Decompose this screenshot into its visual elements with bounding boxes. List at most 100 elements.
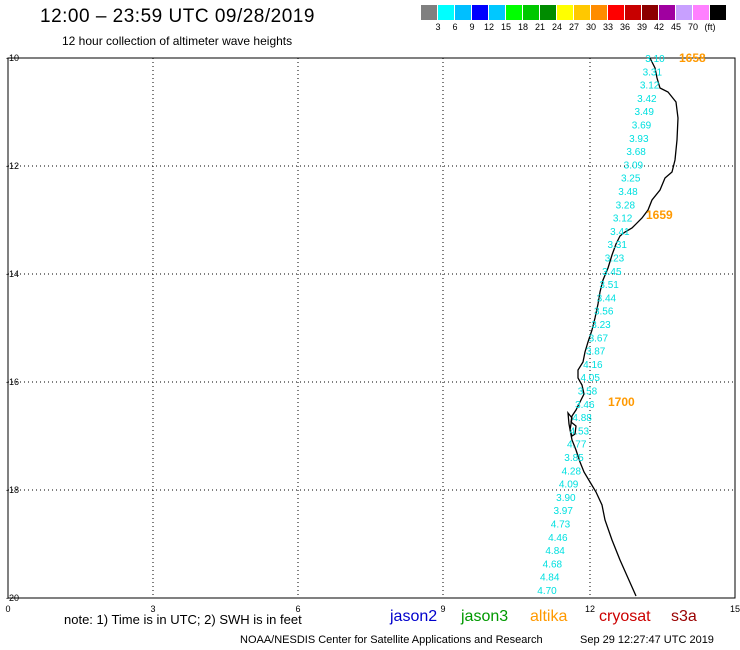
y-tick-label: -18 — [6, 485, 19, 495]
scale-label: 3 — [435, 22, 441, 32]
track-times: 1658 1659 1700 — [608, 51, 706, 409]
wave-height-value: 4.84 — [540, 573, 560, 584]
scale-swatch — [710, 5, 727, 20]
pass-time-label: 1700 — [608, 395, 635, 409]
wave-height-value: 3.87 — [586, 347, 606, 358]
scale-swatch — [489, 5, 506, 20]
wave-height-value: 4.53 — [570, 426, 590, 437]
wave-height-value: 3.23 — [605, 254, 625, 265]
scale-swatch — [506, 5, 523, 20]
scale-swatch — [438, 5, 455, 20]
wave-height-value: 4.05 — [580, 373, 600, 384]
wave-height-value: 3.28 — [616, 200, 636, 211]
x-tick-label: 15 — [730, 604, 740, 614]
scale-label: 27 — [568, 22, 579, 32]
wave-height-value: 3.12 — [613, 214, 633, 225]
wave-height-color-scale: 3 6 9 12 15 18 21 24 27 30 33 36 39 42 45 70 (ft) — [421, 5, 727, 39]
wave-height-value: 4.68 — [543, 559, 563, 570]
wave-height-value: 4.09 — [559, 480, 579, 491]
scale-swatch — [591, 5, 608, 20]
scale-swatch — [574, 5, 591, 20]
wave-height-value: 3.93 — [629, 134, 649, 145]
wave-height-value: 3.31 — [607, 240, 627, 251]
map-title: 12:00 – 23:59 UTC 09/28/2019 — [40, 6, 315, 27]
scale-swatch — [659, 5, 676, 20]
scale-swatch — [421, 5, 438, 20]
wave-height-value: 4.70 — [537, 586, 557, 597]
pass-time-label: 1659 — [646, 208, 673, 222]
scale-swatch — [642, 5, 659, 20]
wave-height-value: 3.12 — [640, 81, 660, 92]
scale-label: 45 — [670, 22, 681, 32]
y-tick-label: -16 — [6, 377, 19, 387]
scale-label: 12 — [483, 22, 494, 32]
wave-height-value: 3.56 — [594, 307, 614, 318]
scale-label: 21 — [534, 22, 545, 32]
x-tick-label: 6 — [295, 604, 300, 614]
x-tick-label: 12 — [585, 604, 595, 614]
scale-swatch — [557, 5, 574, 20]
wave-height-value: 3.31 — [643, 67, 663, 78]
wave-height-value: 3.48 — [618, 187, 638, 198]
wave-height-value: 3.49 — [634, 107, 654, 118]
wave-height-value: 3.44 — [597, 293, 617, 304]
generated-timestamp: Sep 29 12:27:47 UTC 2019 — [580, 634, 714, 646]
scale-swatch — [625, 5, 642, 20]
wave-height-value: 3.51 — [599, 280, 619, 291]
y-tick-label: -12 — [6, 161, 19, 171]
y-tick-label: -20 — [6, 593, 19, 603]
wave-height-value: 4.73 — [551, 520, 571, 531]
scale-label: 9 — [469, 22, 475, 32]
wave-height-value: 3.90 — [556, 493, 576, 504]
scale-label: (ft) — [704, 22, 716, 32]
track-values: 3.10 3.31 3.12 3.42 3.49 3.69 3.93 3.68 3.09 3.25… — [537, 54, 665, 597]
wave-height-value: 3.58 — [578, 387, 598, 398]
scale-label: 30 — [585, 22, 596, 32]
scale-swatch — [523, 5, 540, 20]
wave-height-value: 3.45 — [602, 267, 622, 278]
x-tick-label: 0 — [5, 604, 10, 614]
scale-label: 6 — [452, 22, 458, 32]
pass-time-label: 1658 — [679, 51, 706, 65]
satellite-legend-jason3: jason3 — [461, 608, 509, 625]
scale-label: 70 — [687, 22, 698, 32]
scale-swatch — [676, 5, 693, 20]
wave-height-value: 3.09 — [624, 160, 644, 171]
wave-height-value: 3.68 — [626, 147, 646, 158]
wave-height-value: 4.88 — [572, 413, 592, 424]
scale-label: 33 — [602, 22, 613, 32]
wave-height-value: 4.84 — [545, 546, 565, 557]
scale-swatch — [608, 5, 625, 20]
wave-height-value: 4.16 — [583, 360, 603, 371]
scale-swatch — [455, 5, 472, 20]
wave-height-value: 4.28 — [562, 466, 582, 477]
agency-credit: NOAA/NESDIS Center for Satellite Applica… — [240, 634, 543, 646]
axis-labels: -10 -12 -14 -16 -18 -200 3 6 9 12 15 — [5, 53, 740, 614]
scale-swatch — [693, 5, 710, 20]
satellite-legend-altika: altika — [530, 608, 568, 625]
x-tick-label: 9 — [440, 604, 445, 614]
satellite-legend-s3a: s3a — [671, 608, 697, 625]
scale-swatch — [472, 5, 489, 20]
scale-label: 42 — [653, 22, 664, 32]
wave-height-value: 3.42 — [637, 94, 657, 105]
y-tick-label: -14 — [6, 269, 19, 279]
scale-label: 24 — [551, 22, 562, 32]
wave-height-value: 4.46 — [548, 533, 568, 544]
satellite-legend-cryosat: cryosat — [599, 608, 651, 625]
map-subtitle: 12 hour collection of altimeter wave hei… — [62, 34, 293, 48]
x-tick-label: 3 — [150, 604, 155, 614]
scale-label: 18 — [517, 22, 528, 32]
scale-label: 36 — [619, 22, 630, 32]
wave-height-value: 3.85 — [564, 453, 584, 464]
satellite-legend-jason2: jason2 — [390, 608, 438, 625]
coastline — [567, 57, 679, 597]
wave-height-value: 3.41 — [610, 227, 630, 238]
wave-height-value: 3.25 — [621, 174, 641, 185]
scale-label: 39 — [636, 22, 647, 32]
wave-height-value: 3.46 — [575, 400, 595, 411]
scale-swatch — [540, 5, 557, 20]
wave-height-value: 3.10 — [645, 54, 665, 65]
wave-height-value: 3.67 — [589, 333, 609, 344]
